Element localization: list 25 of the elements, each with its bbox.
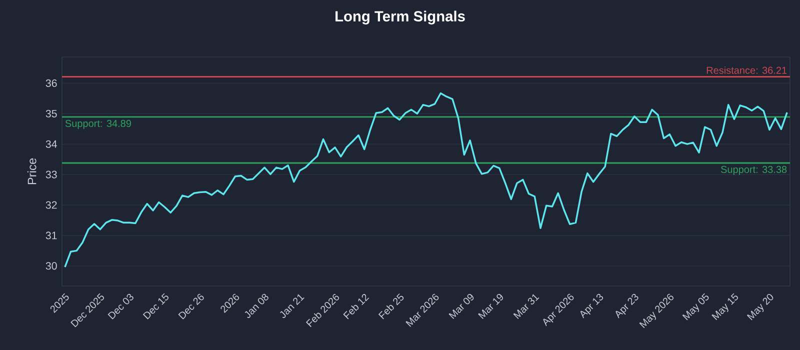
x-tick-label: Jan 21 bbox=[280, 294, 304, 318]
x-tick-label: Jan 08 bbox=[244, 294, 268, 318]
y-tick-label: 32 bbox=[46, 201, 57, 209]
x-tick-label: Feb 25 bbox=[378, 293, 404, 320]
ref-line-label: Support: 34.89 bbox=[65, 120, 131, 129]
ref-line-label: Resistance: 36.21 bbox=[706, 66, 787, 74]
ref-line-label: Support: 33.38 bbox=[721, 166, 787, 175]
x-tick-label: Feb 12 bbox=[343, 294, 370, 320]
y-tick-label: 34 bbox=[46, 140, 57, 148]
x-tick-label: Dec 15 bbox=[142, 293, 168, 320]
y-tick-label: 33 bbox=[46, 170, 57, 178]
chart-title: Long Term Signals bbox=[336, 10, 465, 24]
x-tick-label: Dec 26 bbox=[178, 294, 204, 320]
x-tick-label: Apr 23 bbox=[616, 294, 638, 318]
x-tick-label: Dec 03 bbox=[108, 294, 134, 320]
x-tick-label: Apr 13 bbox=[580, 294, 604, 318]
y-tick-label: 31 bbox=[46, 232, 57, 240]
y-tick-label: 35 bbox=[46, 110, 57, 118]
x-tick-label: Mar 19 bbox=[478, 294, 503, 320]
y-tick-label: 30 bbox=[46, 262, 57, 270]
y-axis-title: Price bbox=[27, 158, 36, 184]
y-tick-label: 36 bbox=[46, 79, 57, 87]
x-tick-label: Mar 09 bbox=[448, 294, 474, 320]
x-tick-label: May 15 bbox=[712, 293, 738, 320]
x-tick-label: Mar 31 bbox=[513, 294, 540, 320]
